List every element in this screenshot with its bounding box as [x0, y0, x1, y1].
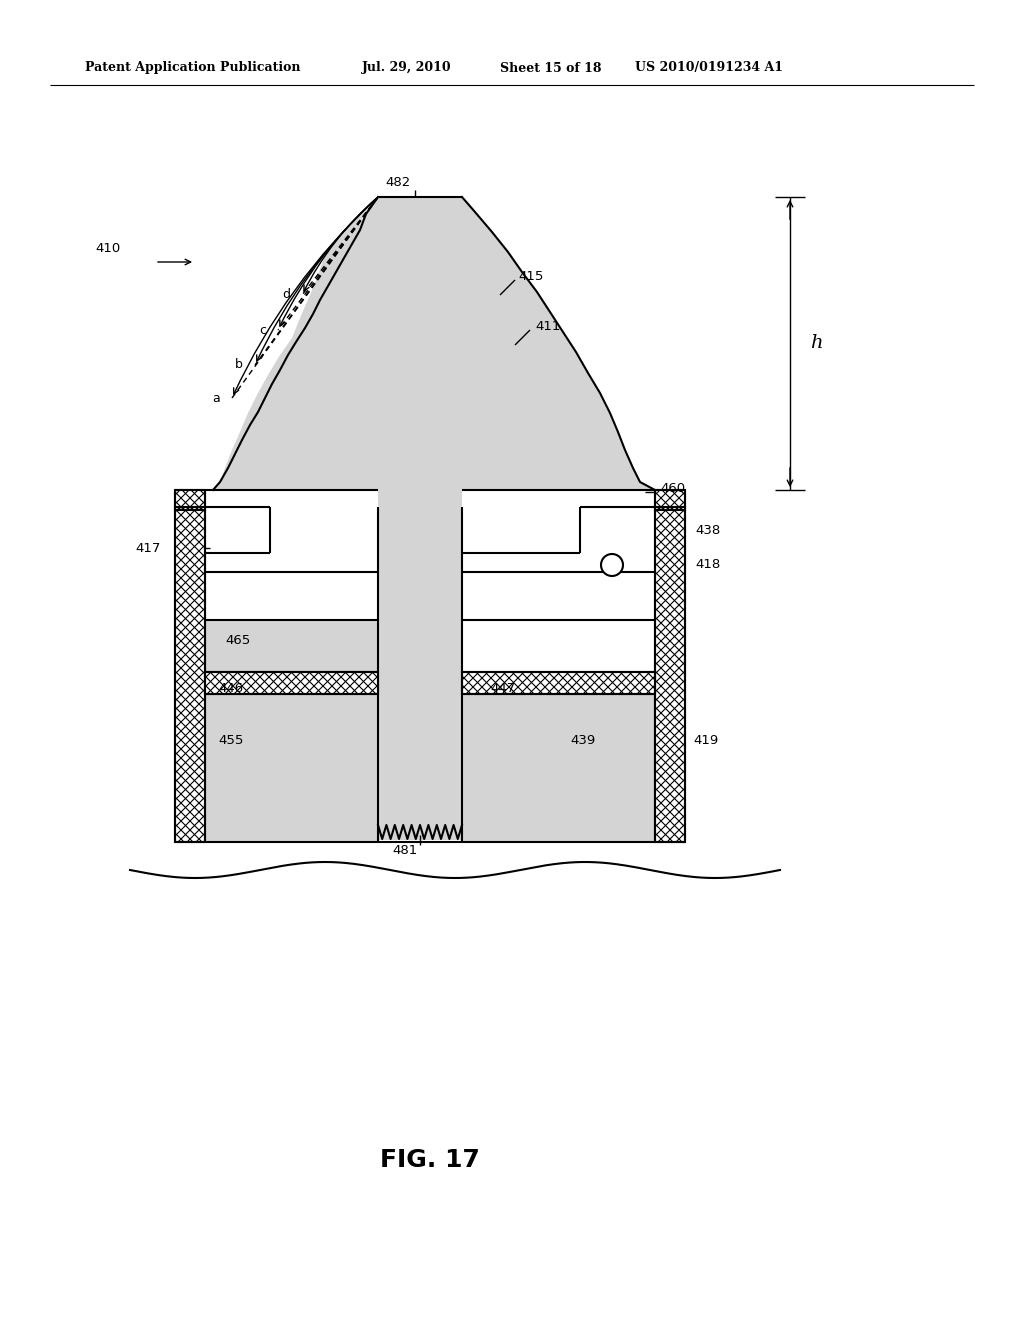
Text: 410: 410: [95, 242, 120, 255]
Bar: [175, 507, 205, 842]
Text: d: d: [282, 289, 290, 301]
Bar: [462, 672, 655, 694]
Text: FIG. 17: FIG. 17: [380, 1148, 480, 1172]
Text: 455: 455: [218, 734, 244, 747]
Text: 481: 481: [392, 843, 418, 857]
Text: Jul. 29, 2010: Jul. 29, 2010: [362, 62, 452, 74]
Text: h: h: [810, 334, 822, 352]
Circle shape: [601, 554, 623, 576]
Text: 447: 447: [490, 681, 515, 694]
Bar: [462, 696, 655, 842]
Text: Patent Application Publication: Patent Application Publication: [85, 62, 300, 74]
Polygon shape: [462, 197, 655, 490]
Text: 439: 439: [570, 734, 595, 747]
Text: 438: 438: [695, 524, 720, 536]
Polygon shape: [205, 197, 378, 490]
Bar: [205, 672, 378, 694]
Text: 446: 446: [218, 681, 243, 694]
Text: 417: 417: [135, 541, 161, 554]
Text: Sheet 15 of 18: Sheet 15 of 18: [500, 62, 601, 74]
Text: b: b: [236, 359, 243, 371]
Bar: [462, 620, 655, 675]
Text: 418: 418: [695, 558, 720, 572]
Text: c: c: [259, 323, 266, 337]
Bar: [462, 507, 655, 602]
Text: a: a: [212, 392, 220, 404]
Bar: [205, 507, 378, 602]
Bar: [205, 620, 378, 675]
Text: 415: 415: [518, 269, 544, 282]
Bar: [655, 490, 685, 510]
Bar: [378, 197, 462, 840]
Text: US 2010/0191234 A1: US 2010/0191234 A1: [635, 62, 783, 74]
Text: 411: 411: [535, 319, 560, 333]
Text: 465: 465: [225, 634, 250, 647]
Bar: [175, 490, 205, 510]
Text: 460: 460: [660, 482, 685, 495]
Bar: [205, 696, 378, 842]
Text: 482: 482: [385, 176, 411, 189]
Bar: [655, 507, 685, 842]
Text: 419: 419: [693, 734, 718, 747]
